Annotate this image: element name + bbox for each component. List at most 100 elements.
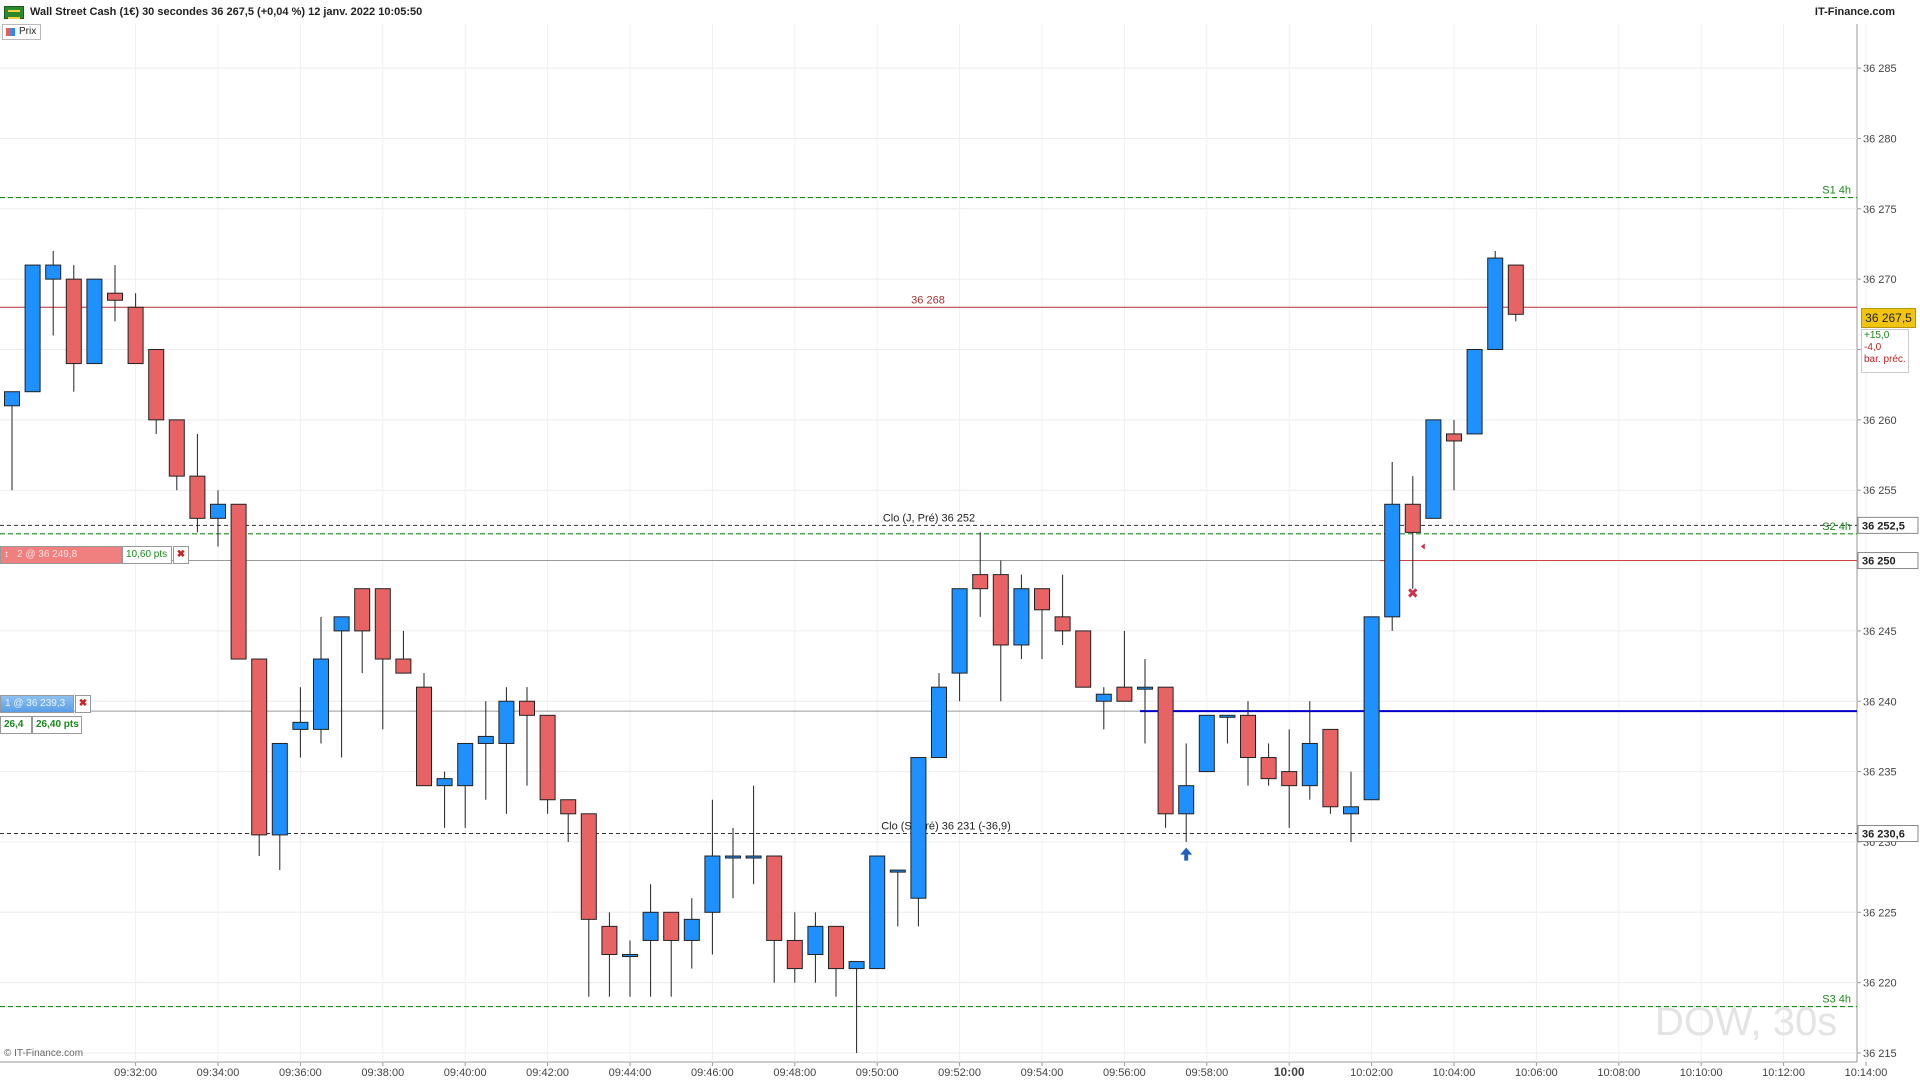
x-tick-label: 09:52:00 (938, 1067, 981, 1079)
candle-body (1054, 616, 1071, 632)
candle-body (1219, 714, 1236, 718)
level-label: 36 268 (911, 294, 945, 306)
level-label: S2 4h (1822, 521, 1851, 533)
close-sell-order-icon[interactable]: ✖ (173, 546, 189, 564)
x-tick-label: 09:36:00 (279, 1067, 322, 1079)
chart-title: Wall Street Cash (1€) 30 secondes 36 267… (30, 6, 423, 18)
site-name[interactable]: IT-Finance.com (1814, 6, 1895, 18)
y-tick-label: 36 285 (1863, 63, 1897, 75)
x-tick-label: 09:54:00 (1021, 1067, 1064, 1079)
candle-body (910, 757, 927, 899)
candle-body (1446, 433, 1462, 442)
axis-price-box (1857, 552, 1919, 570)
app-logo-icon (4, 6, 24, 19)
candle-body (189, 475, 206, 519)
small-arrow-icon (1420, 543, 1425, 550)
candle-body (951, 588, 968, 674)
sell-order-tag[interactable]: ↕ 2 @ 36 249,8 (0, 546, 122, 564)
drag-handle-icon[interactable]: ↕ (4, 549, 9, 560)
axis-price-label: 36 252,5 (1862, 520, 1905, 532)
y-tick-label: 36 280 (1863, 133, 1897, 145)
x-tick-label: 10:04:00 (1433, 1067, 1476, 1079)
x-tick-label: 09:44:00 (609, 1067, 652, 1079)
candle-body (148, 349, 165, 421)
candle-body (416, 686, 432, 787)
sell-order-text: 2 @ 36 249,8 (17, 549, 78, 560)
candle-body (1425, 419, 1442, 519)
x-tick-label: 10:06:00 (1515, 1067, 1558, 1079)
watermark: DOW, 30s (1655, 1000, 1838, 1044)
candle-body (292, 721, 309, 730)
level-label: S3 4h (1822, 994, 1851, 1006)
x-tick-label: 09:48:00 (773, 1067, 816, 1079)
candle-body (86, 278, 103, 365)
axis-price-box (1857, 825, 1919, 843)
candle-body (539, 714, 556, 801)
candle-body (1034, 588, 1050, 611)
candle-body (1404, 503, 1421, 533)
candle-body (1137, 686, 1153, 690)
candle-body (704, 855, 721, 913)
candle-body (828, 925, 844, 970)
copyright: © IT-Finance.com (4, 1048, 84, 1059)
buy-order-tag[interactable]: 1 @ 36 239,3 (0, 695, 74, 713)
candle-body (1281, 771, 1298, 787)
legend-price[interactable]: Prix (2, 24, 42, 40)
candle-body (745, 855, 762, 859)
last-price-badge: 36 267,5 (1861, 308, 1916, 328)
bar-change-box: +15,0 -4,0 bar. préc. (1861, 329, 1909, 373)
candle-body (1075, 630, 1092, 688)
candle-body (65, 278, 82, 365)
candle-body (4, 391, 20, 407)
axis-price-label: 36 250 (1862, 556, 1896, 568)
candle-body (1301, 742, 1318, 787)
bar-change-minus: -4,0 (1864, 342, 1882, 353)
candle-body (395, 658, 412, 674)
candle-body (786, 939, 803, 970)
y-tick-label: 36 235 (1863, 767, 1897, 779)
level-label: Clo (S, Pré) 36 231 (-36,9) (881, 821, 1011, 833)
y-tick-label: 36 270 (1863, 274, 1897, 286)
y-tick-label: 36 225 (1863, 907, 1897, 919)
x-tick-label: 09:40:00 (444, 1067, 487, 1079)
candle-body (45, 264, 62, 280)
candle-body (1116, 686, 1133, 702)
candle-body (374, 588, 391, 660)
candle-body (889, 869, 906, 873)
y-tick-label: 36 220 (1863, 978, 1897, 990)
y-tick-label: 36 240 (1863, 696, 1897, 708)
candle-body (477, 735, 494, 744)
legend-label: Prix (19, 26, 37, 37)
x-tick-label: 10:14:00 (1845, 1067, 1888, 1079)
candle-body (663, 911, 680, 941)
x-tick-label: 10:10:00 (1680, 1067, 1723, 1079)
candle-body (1384, 503, 1401, 618)
candle-body (1157, 686, 1174, 815)
candle-body (1240, 714, 1256, 759)
candle-body (972, 574, 989, 590)
candle-body (931, 686, 947, 759)
candle-body (601, 925, 618, 956)
axis-price-label: 36 230,6 (1862, 829, 1905, 841)
close-buy-order-icon[interactable]: ✖ (75, 695, 91, 713)
candle-body (642, 911, 659, 941)
level-label: Clo (J, Pré) 36 252 (883, 512, 975, 524)
bar-change-label: bar. préc. (1864, 354, 1906, 365)
candle-body (519, 700, 535, 716)
candle-body (807, 925, 824, 956)
sell-order-pts: 10,60 pts (122, 546, 172, 564)
buy-order-pts: 26,40 pts (32, 716, 82, 734)
candle-body (869, 855, 886, 970)
candle-body (683, 918, 700, 941)
candle-body (1013, 588, 1030, 646)
candle-body (992, 574, 1009, 646)
x-tick-label: 10:12:00 (1762, 1067, 1805, 1079)
candle-body (107, 292, 123, 301)
y-tick-label: 36 255 (1863, 485, 1897, 497)
level-label: S1 4h (1822, 185, 1851, 197)
candle-body (24, 264, 41, 393)
candle-body (766, 855, 783, 941)
x-tick-label: 09:34:00 (197, 1067, 240, 1079)
bar-change-plus: +15,0 (1864, 330, 1890, 341)
